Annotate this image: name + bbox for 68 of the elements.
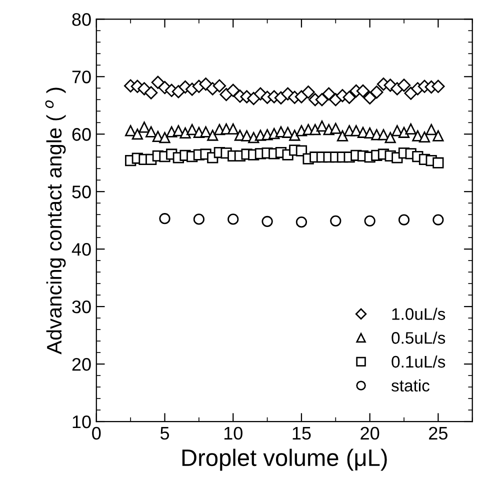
legend-label: static [391,379,430,392]
point [330,215,342,226]
point [398,214,410,226]
point [310,124,321,136]
point [296,145,308,156]
point [397,78,411,92]
point [363,91,376,104]
point [207,130,218,141]
point [370,86,384,99]
y-tick-label: 70 [72,70,91,84]
point [241,130,252,142]
point [296,216,308,228]
point [138,122,150,133]
y-tick-label: 60 [72,128,91,141]
point [315,93,329,106]
point [294,90,308,104]
legend-label: 0.1uL/s [392,355,446,368]
point [172,125,184,136]
point [398,126,410,138]
y-tick-label: 20 [72,358,91,371]
y-tick-label: 40 [72,243,91,256]
x-axis-title: Droplet volume (μL) [182,448,387,471]
point [212,79,226,92]
point [302,86,315,99]
point [432,157,444,168]
point [322,87,336,100]
point [159,132,170,144]
point [426,124,437,136]
point [186,124,198,136]
x-tick-label: 15 [292,427,311,440]
point [336,130,348,142]
x-tick-label: 0 [92,426,101,440]
point [342,90,356,104]
point [316,120,328,132]
point [384,132,396,144]
y-tick-label: 30 [72,300,91,314]
point [132,128,143,140]
point [289,130,300,141]
point [159,213,170,224]
legend-label: 1.0uL/s [392,308,446,320]
point [146,126,157,138]
point [330,122,342,134]
y-tick-label: 10 [72,415,91,428]
x-tick-label: 10 [224,426,242,440]
point [228,123,239,135]
point [282,126,294,138]
point [432,130,444,142]
legend-label: 0.5uL/s [392,332,446,344]
point [405,123,416,135]
point [356,84,370,98]
point [125,125,136,136]
x-tick-label: 20 [360,426,380,440]
point [180,127,191,139]
point [418,131,430,143]
y-axis-title: Advancing contact angle ( $^{o}$ ) [45,88,66,354]
x-tick-label: 5 [160,427,170,440]
point [144,86,158,100]
point [432,214,444,226]
point [193,214,204,225]
y-tick-label: 50 [72,186,91,198]
point [228,214,239,225]
y-tick-label: 80 [72,13,91,26]
point [262,216,273,228]
point [432,80,445,93]
x-tick-label: 25 [429,426,448,440]
point [226,84,240,98]
point [364,215,376,226]
point [378,129,390,140]
